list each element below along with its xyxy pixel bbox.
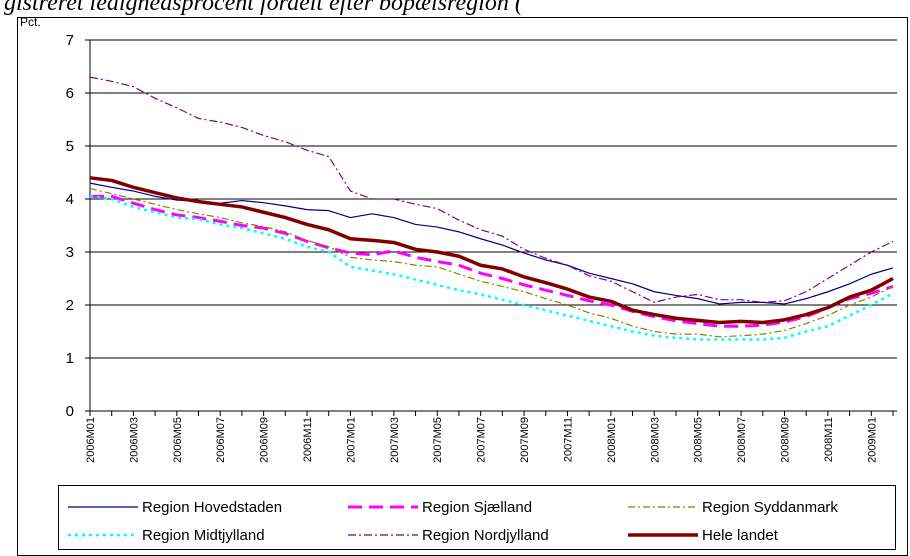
x-tick-label: 2007M09 bbox=[519, 417, 531, 463]
x-tick-label: 2008M01 bbox=[606, 417, 618, 463]
x-tick-label: 2006M03 bbox=[128, 417, 140, 463]
legend-label: Region Nordjylland bbox=[422, 527, 549, 544]
x-tick-label: 2007M05 bbox=[432, 417, 444, 463]
series-line bbox=[89, 76, 894, 303]
chart-title: gistreret ledighedsprocent fordelt efter… bbox=[4, 0, 525, 16]
y-tick-label: 0 bbox=[66, 403, 74, 420]
y-tick-label: 4 bbox=[66, 191, 74, 208]
x-tick-label: 2006M11 bbox=[302, 417, 314, 462]
x-tick-label: 2006M01 bbox=[85, 417, 97, 463]
y-tick-label: 2 bbox=[66, 297, 74, 314]
x-tick-label: 2008M09 bbox=[779, 417, 791, 463]
x-tick-label: 2007M03 bbox=[389, 417, 401, 463]
y-tick-label: 5 bbox=[66, 138, 74, 155]
legend-label: Region Sjælland bbox=[422, 499, 532, 516]
legend-label: Region Midtjylland bbox=[142, 527, 265, 544]
series-line bbox=[89, 176, 894, 325]
x-tick-label: 2008M03 bbox=[649, 417, 661, 463]
x-tick-label: 2006M07 bbox=[215, 417, 227, 463]
legend-label: Hele landet bbox=[702, 527, 779, 544]
y-tick-label: 6 bbox=[66, 85, 74, 102]
y-tick-label: 1 bbox=[66, 350, 74, 367]
x-tick-label: 2007M11 bbox=[562, 417, 574, 462]
y-axis-label: Pct. bbox=[20, 15, 41, 29]
x-tick-label: 2009M01 bbox=[866, 417, 878, 463]
y-tick-label: 3 bbox=[66, 244, 74, 261]
series-line bbox=[89, 187, 894, 338]
legend-box bbox=[58, 485, 896, 550]
x-tick-label: 2008M07 bbox=[736, 417, 748, 463]
series-line bbox=[90, 194, 894, 328]
legend-label: Region Syddanmark bbox=[702, 499, 838, 516]
series-line bbox=[89, 195, 894, 341]
x-tick-label: 2007M07 bbox=[476, 417, 488, 463]
x-tick-label: 2008M05 bbox=[693, 417, 705, 463]
x-tick-label: 2006M05 bbox=[172, 417, 184, 463]
y-tick-label: 7 bbox=[66, 32, 74, 49]
legend-label: Region Hovedstaden bbox=[142, 499, 282, 516]
x-tick-label: 2007M01 bbox=[345, 417, 357, 463]
x-tick-label: 2008M11 bbox=[823, 417, 835, 462]
x-tick-label: 2006M09 bbox=[259, 417, 271, 463]
